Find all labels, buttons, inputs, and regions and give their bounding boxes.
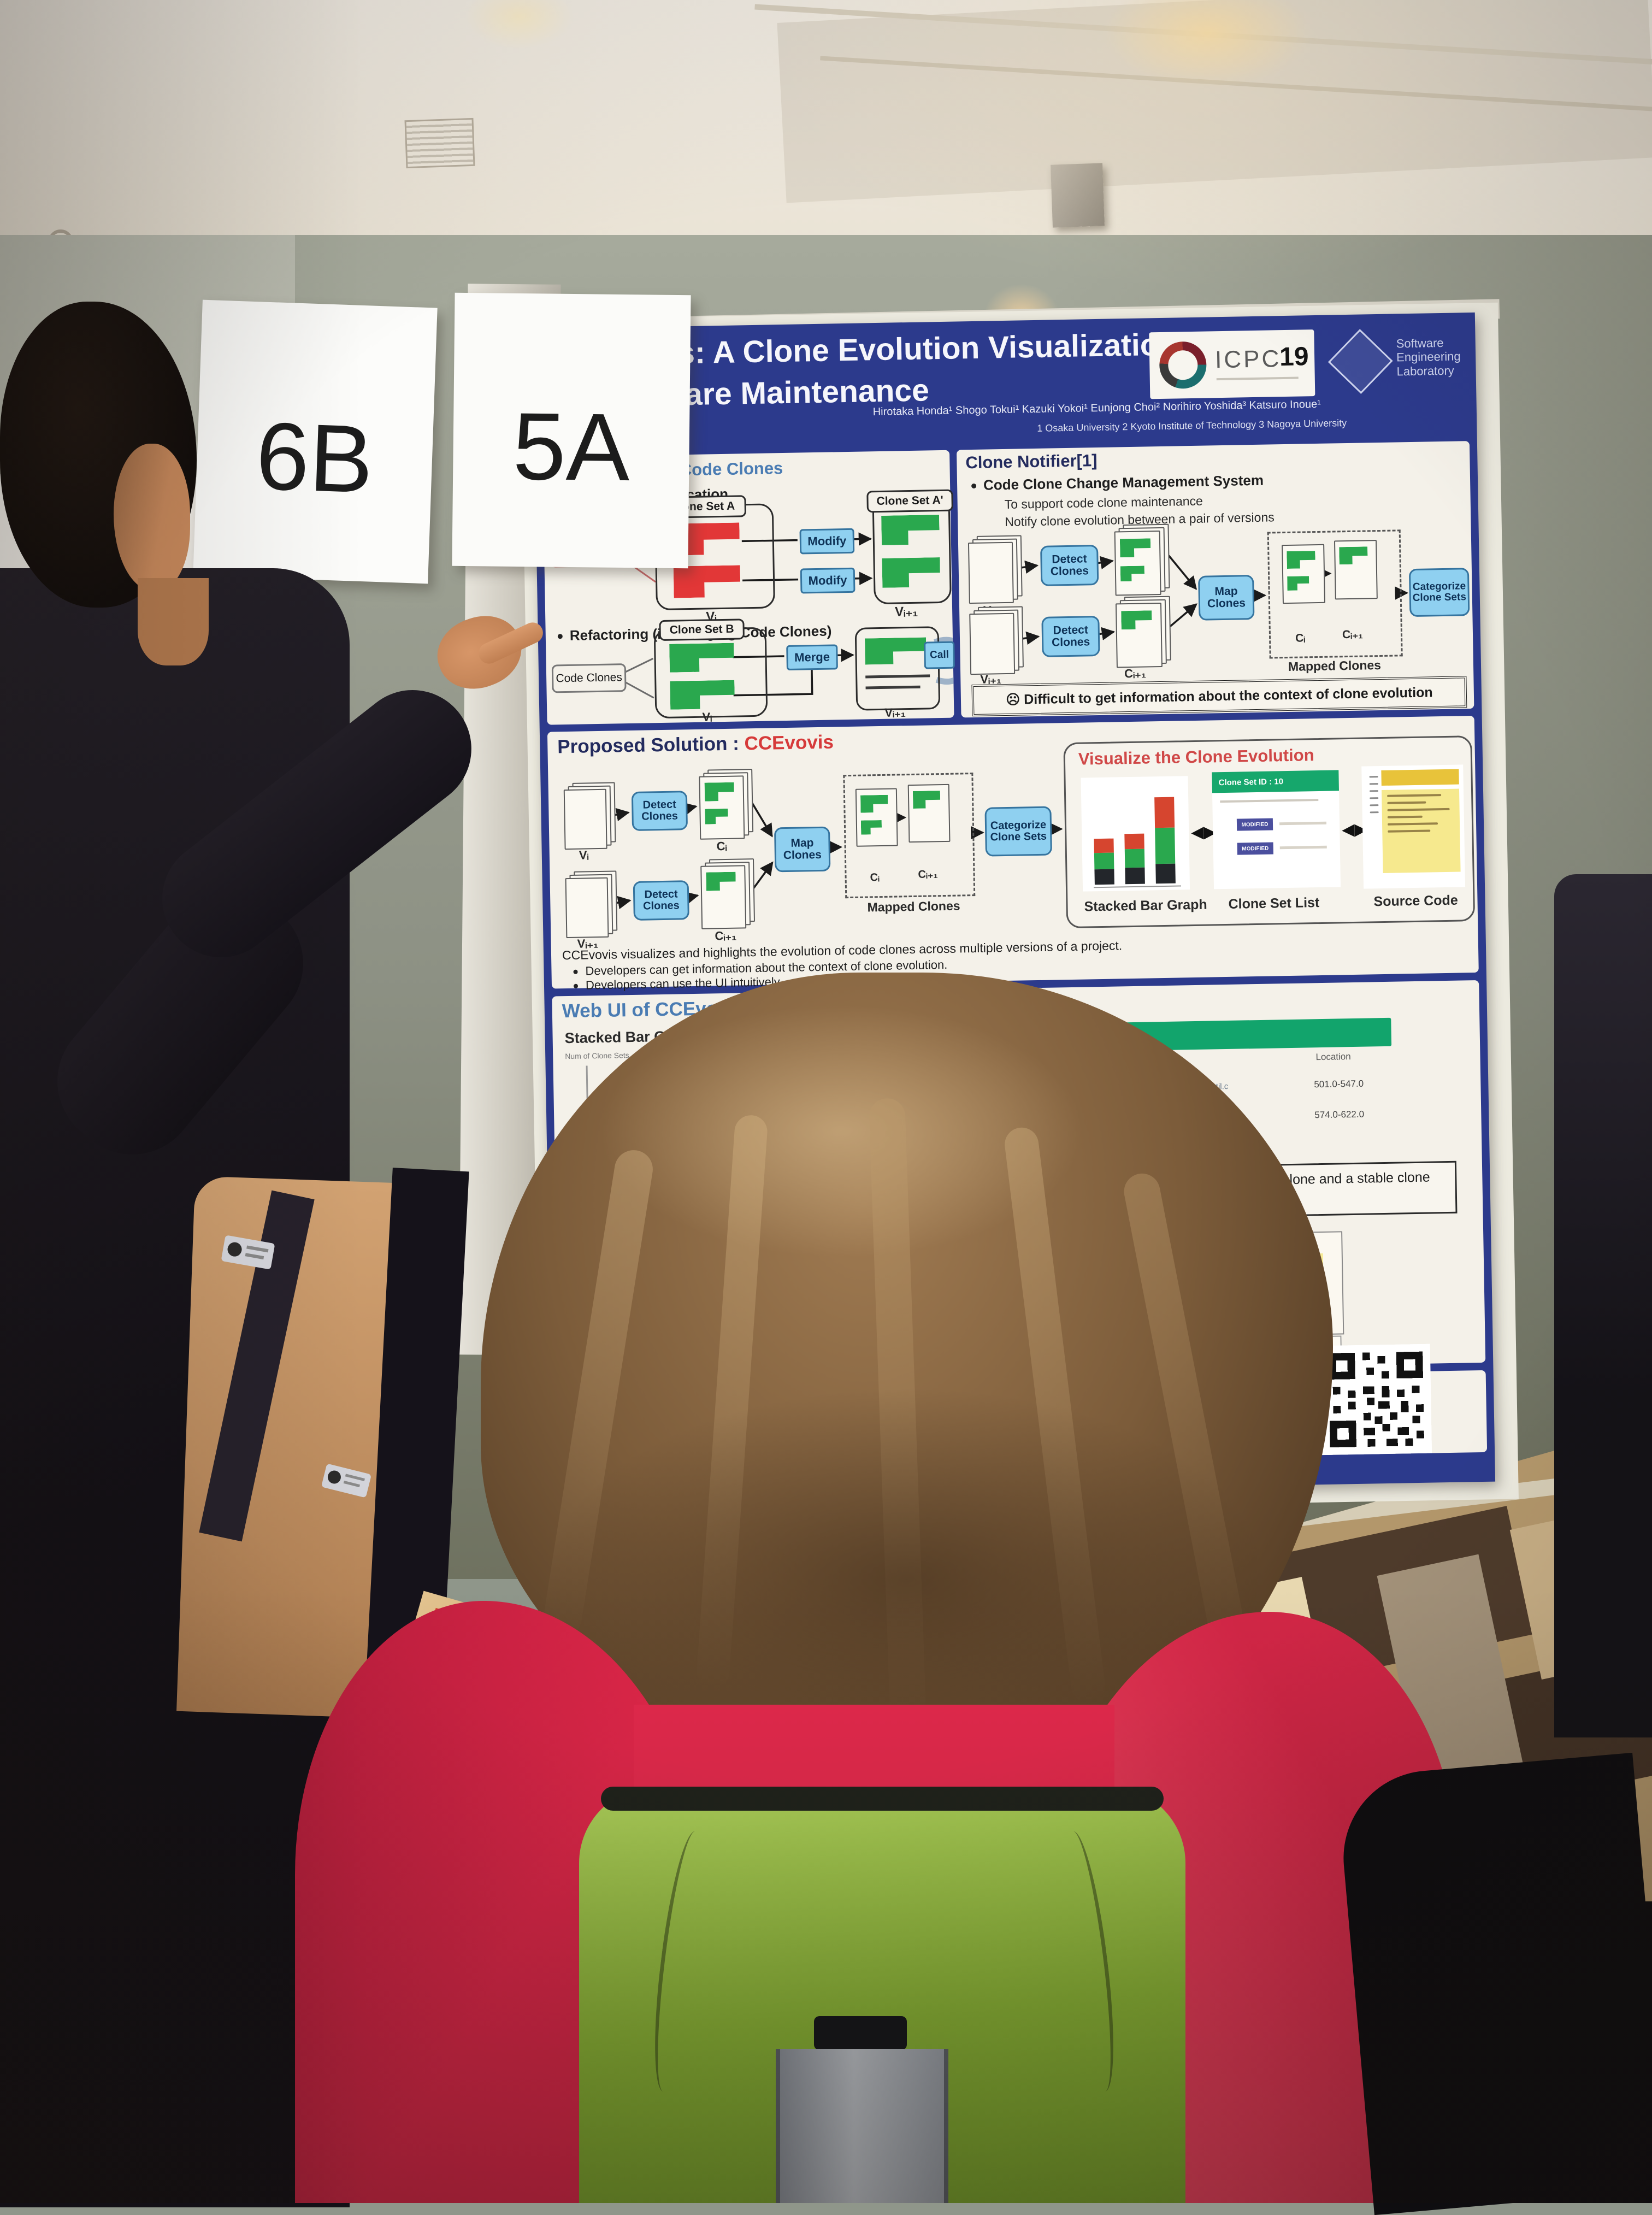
icpc-logo-subline — [1217, 377, 1299, 381]
session-sign-6b-label: 6B — [254, 401, 375, 515]
ceiling-speaker-icon — [1051, 163, 1105, 227]
mini-stacked-bar-chart — [1081, 776, 1190, 891]
qr-code-icon — [1321, 1344, 1432, 1455]
ceiling-vent-icon — [405, 118, 475, 168]
backpack — [579, 1787, 1185, 2203]
clone-label-ci1: Cᵢ₊₁ — [715, 929, 736, 944]
clone-label-ci: Cᵢ — [870, 871, 880, 884]
clone-doc-stack — [700, 865, 746, 929]
clone-set-b-label: Clone Set B — [659, 618, 745, 641]
clone-label-ci1: Cᵢ₊₁ — [1342, 628, 1363, 642]
solution-heading-prefix: Proposed Solution : — [557, 733, 745, 757]
icpc-logo-ring-icon — [1159, 341, 1207, 388]
detect-clones-box-2: Detect Clones — [1041, 616, 1100, 657]
backpack-top-trim — [601, 1787, 1164, 1811]
clone-label-ci: Cᵢ — [716, 839, 727, 853]
mapped-clones-label: Mapped Clones — [867, 899, 960, 915]
mini-source-code — [1361, 764, 1465, 888]
categorize-box: Categorize Clone Sets — [1409, 568, 1470, 617]
clone-doc-stack — [1334, 540, 1378, 599]
document-stack — [969, 613, 1015, 675]
notifier-heading: Clone Notifier[1] — [965, 451, 1098, 473]
mini-badge-modified: MODIFIED — [1237, 818, 1273, 830]
clone-doc-stack — [699, 775, 745, 839]
hair-highlight — [601, 1005, 1082, 1257]
sel-logo-diamond-icon — [1328, 329, 1393, 394]
icpc-logo: ICPC 19 — [1149, 329, 1315, 399]
session-sign-6b: 6B — [193, 300, 437, 584]
modify-box-1: Modify — [799, 528, 854, 555]
poster-affiliations: 1 Osaka University 2 Kyoto Institute of … — [1037, 415, 1474, 434]
sel-logo: Software Engineering Laboratory — [1331, 329, 1464, 402]
icpc-logo-text: ICPC — [1215, 345, 1282, 374]
version-label-vi1: Vᵢ₊₁ — [895, 604, 918, 620]
mini-code-highlight — [1382, 789, 1461, 873]
detect-clones-box-2: Detect Clones — [633, 880, 689, 921]
categorize-box: Categorize Clone Sets — [984, 806, 1052, 857]
detect-clones-box: Detect Clones — [632, 791, 688, 831]
mini-clone-set-list: Clone Set ID : 10 MODIFIED MODIFIED — [1212, 770, 1341, 889]
clone-set-a2-container — [872, 498, 952, 604]
mini-list-header: Clone Set ID : 10 — [1212, 770, 1339, 793]
call-box: Call — [924, 641, 955, 669]
version-label-vi1: Vᵢ₊₁ — [884, 705, 906, 720]
clone-doc-stack — [1282, 544, 1325, 604]
version-label-vi: Vᵢ — [702, 710, 712, 724]
mini-badge-modified-2: MODIFIED — [1237, 842, 1273, 855]
session-sign-5a: 5A — [452, 293, 691, 568]
clone-label-ci1: Cᵢ₊₁ — [918, 867, 938, 881]
mini-bar-label: Stacked Bar Graph — [1084, 897, 1207, 915]
solution-heading-name: CCEvovis — [744, 732, 834, 755]
mini-code-label: Source Code — [1373, 893, 1458, 910]
clone-label-ci1: Cᵢ₊₁ — [1124, 667, 1146, 681]
merge-box: Merge — [786, 644, 838, 670]
mini-list-label: Clone Set List — [1228, 895, 1319, 912]
document-stack — [564, 789, 607, 850]
proposed-solution-panel: Proposed Solution : CCEvovis Detect Clon… — [547, 716, 1479, 989]
map-clones-box: Map Clones — [1198, 575, 1254, 621]
person-right — [1554, 874, 1652, 1737]
recessed-light-glow — [1104, 0, 1311, 87]
clone-notifier-panel: Clone Notifier[1] Code Clone Change Mana… — [957, 441, 1474, 717]
icpc-logo-year: 19 — [1279, 341, 1309, 372]
document-stack — [968, 542, 1014, 604]
clone-doc-stack — [1114, 531, 1161, 596]
modify-box-2: Modify — [800, 568, 856, 594]
backpack-strap — [776, 2049, 948, 2203]
sel-logo-text: Software Engineering Laboratory — [1396, 335, 1463, 378]
mapped-clones-label: Mapped Clones — [1288, 658, 1381, 674]
bullet-dot — [971, 484, 976, 488]
map-clones-box: Map Clones — [774, 827, 830, 873]
document-stack — [565, 877, 609, 938]
version-label-vi: Vᵢ — [579, 848, 589, 862]
session-sign-5a-label: 5A — [512, 391, 630, 502]
detect-clones-box: Detect Clones — [1040, 545, 1099, 586]
man-face — [114, 444, 190, 591]
code-clones-box-2: Code Clones — [552, 663, 627, 693]
backpack-buckle — [814, 2016, 907, 2050]
clone-doc-stack — [1116, 603, 1163, 668]
person-bottom-right-fill — [1486, 1901, 1652, 2203]
clone-label-ci: Cᵢ — [1295, 632, 1306, 645]
visualize-panel: Visualize the Clone Evolution ◀▶ Clone S… — [1063, 735, 1475, 928]
backpack-seam — [645, 1829, 713, 2094]
clone-set-a2-label: Clone Set A' — [866, 490, 953, 513]
visualize-title: Visualize the Clone Evolution — [1078, 745, 1314, 769]
clone-doc-stack — [856, 788, 898, 846]
clone-doc-stack — [908, 784, 951, 843]
man-neck — [138, 578, 209, 665]
backpack-seam — [1055, 1829, 1123, 2094]
recessed-light-glow-2 — [464, 0, 574, 49]
